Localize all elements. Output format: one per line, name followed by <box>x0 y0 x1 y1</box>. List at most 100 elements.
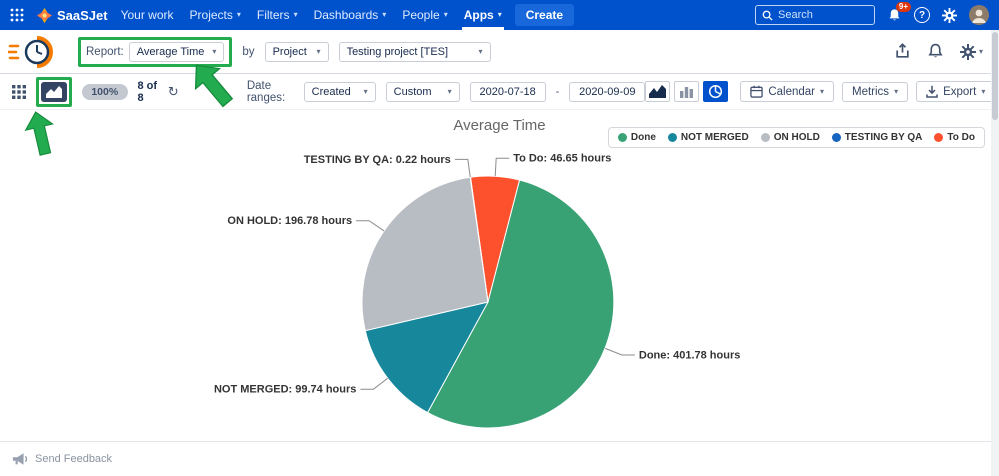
chart-title: Average Time <box>453 117 546 134</box>
date-to-input[interactable] <box>569 81 646 102</box>
chart-type-switcher <box>645 81 729 102</box>
legend-label: TESTING BY QA <box>844 132 923 143</box>
legend-item-to-do[interactable]: To Do <box>934 132 975 143</box>
chevron-down-icon: ▾ <box>316 46 321 56</box>
nav-people[interactable]: People ▾ <box>402 0 447 30</box>
megaphone-icon <box>12 453 28 465</box>
pie-label-connector <box>494 157 510 177</box>
refresh-icon[interactable]: ↻ <box>167 84 179 99</box>
pie-slice-on-hold[interactable] <box>361 176 489 332</box>
pie-data-label-to-do: To Do: 46.65 hours <box>513 153 611 165</box>
saasjet-logo-icon <box>37 7 52 23</box>
nav-projects[interactable]: Projects ▾ <box>190 0 241 30</box>
nav-dashboards[interactable]: Dashboards ▾ <box>314 0 387 30</box>
nav-label: Projects <box>189 8 233 22</box>
export-button[interactable]: Export ▾ <box>916 81 996 102</box>
top-nav: SaaSJet Your work Projects ▾ Filters ▾ Das… <box>0 0 999 30</box>
pie-label-connector <box>356 220 385 232</box>
brand-logo[interactable]: SaaSJet <box>37 7 108 23</box>
legend-item-not-merged[interactable]: NOT MERGED <box>667 132 749 143</box>
question-mark-icon: ? <box>918 9 926 21</box>
legend-dot <box>831 133 841 142</box>
gear-icon <box>942 7 957 23</box>
metrics-button[interactable]: Metrics ▾ <box>842 81 909 102</box>
date-from-input[interactable] <box>469 81 546 102</box>
toolbar-settings-button[interactable]: ▾ <box>959 43 983 60</box>
chart-area: To Do: 46.65 hours Done: 401.78 hours NOT … <box>0 110 999 441</box>
report-select-value: Average Time <box>136 45 205 58</box>
chart-button-highlight-box <box>36 76 72 107</box>
chevron-down-icon: ▾ <box>382 10 387 19</box>
metrics-button-label: Metrics <box>852 85 890 98</box>
pie-label-connector <box>605 347 635 356</box>
scrollbar-thumb[interactable] <box>992 32 998 120</box>
brand-name: SaaSJet <box>57 7 108 23</box>
chevron-down-icon: ▾ <box>894 86 899 96</box>
legend-dot <box>667 133 677 142</box>
nav-apps[interactable]: Apps ▾ <box>461 0 504 30</box>
by-label: by <box>242 45 255 58</box>
pie-chart-type-button[interactable] <box>703 81 729 102</box>
chart-legend: Done NOT MERGED ON HOLD TESTING BY QA To Do <box>607 127 985 148</box>
alerts-button[interactable] <box>927 43 944 60</box>
user-avatar[interactable] <box>969 5 989 25</box>
chevron-down-icon: ▾ <box>447 86 452 96</box>
report-label: Report: <box>86 45 124 58</box>
help-button[interactable]: ? <box>914 7 930 23</box>
range-mode-select[interactable]: Custom ▾ <box>385 81 460 102</box>
app-logo-icon <box>8 35 54 68</box>
gadget-chart-button[interactable] <box>41 81 67 102</box>
legend-item-on-hold[interactable]: ON HOLD <box>760 132 820 143</box>
gadget-grid-icon[interactable] <box>12 84 26 99</box>
chevron-down-icon: ▾ <box>363 86 368 96</box>
pie-slice-testing-by-qa[interactable] <box>469 176 489 303</box>
main-nav: Your work Projects ▾ Filters ▾ Dashboards ▾… <box>121 0 504 30</box>
settings-button[interactable] <box>942 7 957 23</box>
project-select[interactable]: Testing project [TES] ▾ <box>338 41 491 62</box>
share-button[interactable] <box>894 43 911 60</box>
report-highlight-box: Report: Average Time ▾ <box>78 36 233 67</box>
footer: Send Feedback <box>0 441 999 476</box>
create-button[interactable]: Create <box>514 4 575 26</box>
date-separator: - <box>555 85 560 98</box>
send-feedback-link[interactable]: Send Feedback <box>35 453 113 465</box>
area-chart-icon <box>46 85 62 98</box>
bell-icon <box>889 8 900 20</box>
search-box[interactable] <box>755 5 875 25</box>
nav-label: People <box>402 8 440 22</box>
nav-your-work[interactable]: Your work <box>121 0 174 30</box>
report-select[interactable]: Average Time ▾ <box>128 41 225 62</box>
group-by-select[interactable]: Project ▾ <box>264 41 329 62</box>
calendar-icon <box>750 85 764 98</box>
scrollbar[interactable] <box>991 30 999 476</box>
pie-data-label-not-merged: NOT MERGED: 99.74 hours <box>214 384 356 396</box>
project-select-value: Testing project [TES] <box>346 45 449 58</box>
calendar-button[interactable]: Calendar ▾ <box>740 81 834 102</box>
report-toolbar: Report: Average Time ▾ by Project ▾ Test… <box>0 30 999 74</box>
pie-slice-done[interactable] <box>426 179 615 429</box>
app-switcher-icon[interactable] <box>10 8 24 22</box>
avatar-image <box>969 5 989 25</box>
nav-label: Filters <box>256 8 290 22</box>
legend-label: To Do <box>947 132 975 143</box>
search-input[interactable] <box>778 9 868 21</box>
line-chart-type-button[interactable] <box>645 81 671 102</box>
notifications-button[interactable]: 9+ <box>887 1 911 23</box>
chevron-down-icon: ▾ <box>236 10 241 19</box>
nav-label: Apps <box>463 8 494 22</box>
date-ranges-label: Date ranges: <box>246 79 286 104</box>
chevron-down-icon: ▾ <box>981 86 986 96</box>
line-chart-icon <box>649 85 667 98</box>
legend-item-done[interactable]: Done <box>617 132 656 143</box>
nav-filters[interactable]: Filters ▾ <box>257 0 298 30</box>
date-field-select[interactable]: Created ▾ <box>303 81 376 102</box>
legend-item-testing-by-qa[interactable]: TESTING BY QA <box>831 132 923 143</box>
range-mode-value: Custom <box>393 85 432 98</box>
chevron-down-icon: ▾ <box>478 46 483 56</box>
legend-dot <box>617 133 627 142</box>
pie-slice-not-merged[interactable] <box>364 301 489 414</box>
chevron-down-icon: ▾ <box>497 10 502 19</box>
bar-chart-type-button[interactable] <box>674 81 700 102</box>
gear-icon <box>959 43 976 60</box>
